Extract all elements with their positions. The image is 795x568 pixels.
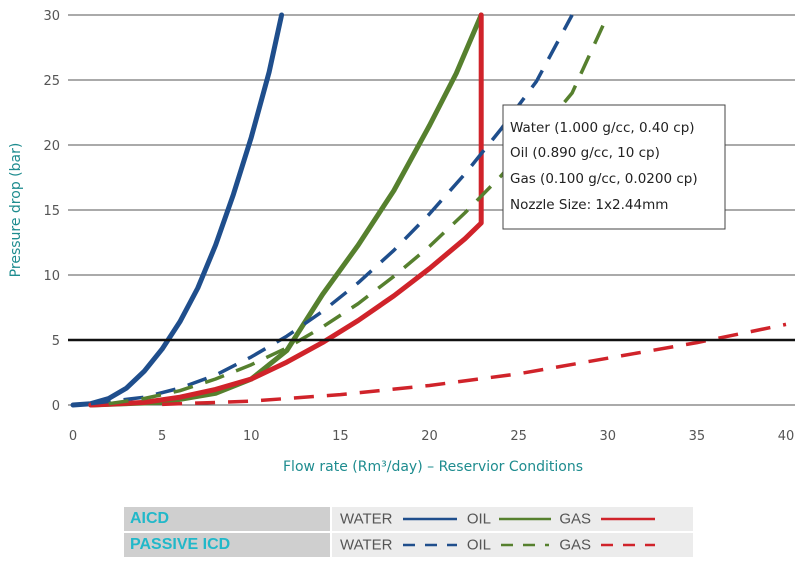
legend-aicd-oil: OIL [466, 510, 492, 528]
legend-passive-oil: OIL [466, 536, 492, 554]
annotation-water: Water (1.000 g/cc, 0.40 cp) [510, 120, 695, 136]
x-tick-label: 0 [69, 429, 77, 444]
series-passive-icd-water [90, 14, 574, 406]
legend-swatch-passive-gas [601, 544, 656, 547]
legend-entries-passive-icd: WATER OIL GAS [330, 532, 693, 559]
series-aicd-water [70, 12, 285, 408]
x-tick-label: 30 [599, 429, 616, 444]
legend-row-aicd: AICD WATER OIL GAS [124, 507, 693, 533]
legend-row-passive-icd: PASSIVE ICD WATER OIL GAS [124, 532, 693, 559]
x-tick-label: 20 [421, 429, 438, 444]
x-axis-ticks: 0 5 10 15 20 25 30 35 40 [69, 429, 794, 444]
annotation-gas: Gas (0.100 g/cc, 0.0200 cp) [510, 171, 698, 187]
series-aicd-gas [88, 12, 484, 408]
legend-swatch-aicd-water [402, 518, 457, 521]
legend-aicd-gas: GAS [559, 510, 592, 528]
x-tick-label: 25 [510, 429, 527, 444]
x-tick-label: 40 [778, 429, 795, 444]
x-tick-label: 5 [158, 429, 166, 444]
legend-aicd-water: WATER [340, 510, 393, 528]
y-tick-label: 25 [43, 74, 60, 89]
annotation-oil: Oil (0.890 g/cc, 10 cp) [510, 145, 660, 161]
y-axis-ticks: 0 5 10 15 20 25 30 [43, 9, 60, 414]
legend-swatch-aicd-oil [499, 518, 552, 521]
y-tick-label: 5 [52, 334, 60, 349]
x-tick-label: 10 [243, 429, 260, 444]
legend-entries-aicd: WATER OIL GAS [330, 507, 693, 533]
legend-passive-water: WATER [340, 536, 393, 554]
x-axis-label: Flow rate (Rm³/day) – Reservior Conditio… [283, 459, 583, 475]
annotation-nozzle: Nozzle Size: 1x2.44mm [510, 197, 668, 213]
legend-swatch-passive-oil [501, 544, 550, 547]
annotation-box: Water (1.000 g/cc, 0.40 cp) Oil (0.890 g… [502, 104, 726, 230]
legend-label-passive-icd: PASSIVE ICD [124, 532, 331, 559]
legend: AICD WATER OIL GAS PASSIVE ICD WATER OIL… [124, 507, 693, 559]
y-tick-label: 0 [52, 399, 60, 414]
y-tick-label: 30 [43, 9, 60, 24]
series-passive-icd-gas [162, 322, 787, 407]
x-tick-label: 35 [689, 429, 706, 444]
x-tick-label: 15 [332, 429, 349, 444]
chart-canvas: 0 5 10 15 20 25 30 0 5 10 15 20 25 30 35 40 Pressure d… [8, 9, 795, 475]
legend-label-aicd: AICD [124, 507, 331, 533]
legend-swatch-aicd-gas [601, 518, 656, 521]
legend-passive-gas: GAS [559, 536, 592, 554]
y-tick-label: 20 [43, 139, 60, 154]
series-aicd-oil [88, 12, 484, 408]
y-tick-label: 10 [43, 269, 60, 284]
y-axis-label: Pressure drop (bar) [8, 143, 24, 278]
y-tick-label: 15 [43, 204, 60, 219]
legend-swatch-passive-water [402, 544, 457, 547]
